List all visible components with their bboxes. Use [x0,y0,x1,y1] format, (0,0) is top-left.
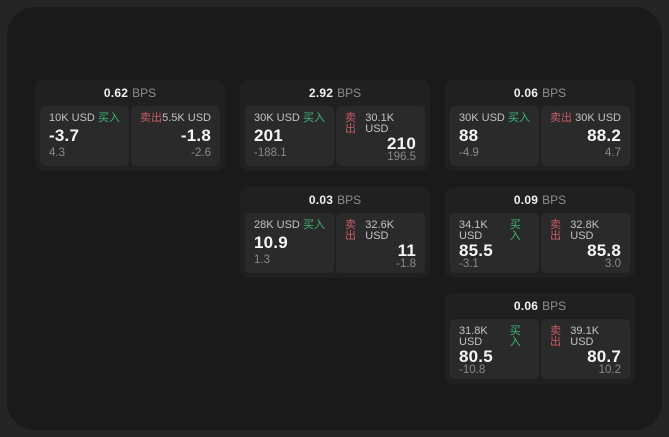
sell-side-label: 卖出 [550,325,561,348]
sell-amount-label: 32.6K USD [365,219,395,242]
quote-panels: 10K USD 买入 -3.7 4.3 卖出 5.5K USD -1.8 -2.… [35,106,225,166]
sell-price-value: -1.8 [180,126,211,146]
quote-card: 0.62 BPS 10K USD 买入 -3.7 4.3 卖出 5.5K USD… [35,80,225,171]
sell-panel[interactable]: 卖出 32.6K USD 11 -1.8 [336,213,425,273]
quote-card: 0.06 BPS 31.8K USD 买入 80.5 -10.8 卖出 39.1… [445,293,635,384]
bps-value: 0.09 [513,193,539,207]
bps-unit: BPS [337,86,362,100]
bps-unit: BPS [337,193,362,207]
buy-amount-label: 30K USD [459,112,505,124]
sell-price-value: 11 [397,241,416,260]
bps-unit: BPS [542,86,567,100]
bps-value: 0.06 [513,86,539,100]
buy-amount-label: 28K USD [254,219,300,231]
sell-side-label: 卖出 [140,112,162,124]
sell-amount-label: 32.8K USD [570,219,600,242]
quote-card: 0.09 BPS 34.1K USD 买入 85.5 -3.1 卖出 32.8K… [445,187,635,278]
sell-delta-value: -1.8 [396,258,416,270]
sell-panel[interactable]: 卖出 32.8K USD 85.8 3.0 [541,213,630,273]
buy-price-value: 201 [254,126,283,146]
sell-price-value: 80.7 [587,347,621,366]
sell-amount-label: 30K USD [575,112,621,124]
quote-panels: 31.8K USD 买入 80.5 -10.8 卖出 39.1K USD 80.… [445,319,635,379]
card-header: 0.06 BPS [445,293,635,319]
bps-unit: BPS [542,299,567,313]
buy-panel[interactable]: 30K USD 买入 201 -188.1 [245,106,334,166]
card-header: 0.62 BPS [35,80,225,106]
sell-panel[interactable]: 卖出 30.1K USD 210 196.5 [336,106,425,166]
card-header: 0.03 BPS [240,187,430,213]
sell-side-label: 卖出 [345,219,356,242]
bps-value: 2.92 [308,86,334,100]
buy-delta-value: 4.3 [49,146,65,159]
sell-panel[interactable]: 卖出 30K USD 88.2 4.7 [541,106,630,166]
sell-price-value: 88.2 [587,126,621,146]
quote-panels: 30K USD 买入 201 -188.1 卖出 30.1K USD 210 1… [240,106,430,166]
buy-delta-value: 1.3 [254,253,270,266]
sell-side-label: 卖出 [550,112,572,124]
sell-panel[interactable]: 卖出 39.1K USD 80.7 10.2 [541,319,630,379]
bps-value: 0.62 [103,86,129,100]
card-header: 0.06 BPS [445,80,635,106]
buy-price-value: 80.5 [459,347,493,366]
buy-price-value: 10.9 [254,233,288,253]
quote-card: 0.03 BPS 28K USD 买入 10.9 1.3 卖出 32.6K US… [240,187,430,278]
buy-panel[interactable]: 34.1K USD 买入 85.5 -3.1 [450,213,539,273]
buy-delta-value: -10.8 [459,364,486,376]
quote-panels: 34.1K USD 买入 85.5 -3.1 卖出 32.8K USD 85.8… [445,213,635,273]
quote-card: 0.06 BPS 30K USD 买入 88 -4.9 卖出 30K USD 8… [445,80,635,171]
buy-panel[interactable]: 10K USD 买入 -3.7 4.3 [40,106,129,166]
card-header: 0.09 BPS [445,187,635,213]
card-header: 2.92 BPS [240,80,430,106]
sell-price-value: 85.8 [587,241,621,260]
buy-panel[interactable]: 28K USD 买入 10.9 1.3 [245,213,334,273]
buy-side-label: 买入 [508,112,530,124]
bps-unit: BPS [132,86,157,100]
bps-value: 0.03 [308,193,334,207]
sell-delta-value: 3.0 [605,258,621,270]
sell-amount-label: 5.5K USD [162,112,211,124]
buy-amount-label: 31.8K USD [459,325,488,348]
buy-delta-value: -4.9 [459,146,479,159]
sell-delta-value: 10.2 [598,364,621,376]
buy-price-value: 88 [459,126,479,146]
buy-amount-label: 30K USD [254,112,300,124]
quote-panels: 28K USD 买入 10.9 1.3 卖出 32.6K USD 11 -1.8 [240,213,430,273]
sell-delta-value: -2.6 [191,146,211,159]
sell-price-value: 210 [387,134,416,153]
buy-price-value: 85.5 [459,241,493,260]
sell-amount-label: 39.1K USD [570,325,600,348]
bps-value: 0.06 [513,299,539,313]
buy-price-value: -3.7 [49,126,80,146]
buy-delta-value: -3.1 [459,258,479,270]
quote-card: 2.92 BPS 30K USD 买入 201 -188.1 卖出 30.1K … [240,80,430,171]
buy-side-label: 买入 [303,219,325,231]
sell-amount-label: 30.1K USD [365,112,395,135]
sell-panel[interactable]: 卖出 5.5K USD -1.8 -2.6 [131,106,220,166]
buy-side-label: 买入 [98,112,120,124]
sell-side-label: 卖出 [550,219,561,242]
buy-panel[interactable]: 31.8K USD 买入 80.5 -10.8 [450,319,539,379]
buy-side-label: 买入 [509,219,521,242]
buy-amount-label: 10K USD [49,112,95,124]
quote-panels: 30K USD 买入 88 -4.9 卖出 30K USD 88.2 4.7 [445,106,635,166]
sell-delta-value: 196.5 [387,151,416,163]
buy-side-label: 买入 [303,112,325,124]
buy-amount-label: 34.1K USD [459,219,488,242]
sell-side-label: 卖出 [345,112,356,135]
buy-panel[interactable]: 30K USD 买入 88 -4.9 [450,106,539,166]
buy-side-label: 买入 [509,325,521,348]
sell-delta-value: 4.7 [605,146,621,159]
buy-delta-value: -188.1 [254,146,287,159]
bps-unit: BPS [542,193,567,207]
